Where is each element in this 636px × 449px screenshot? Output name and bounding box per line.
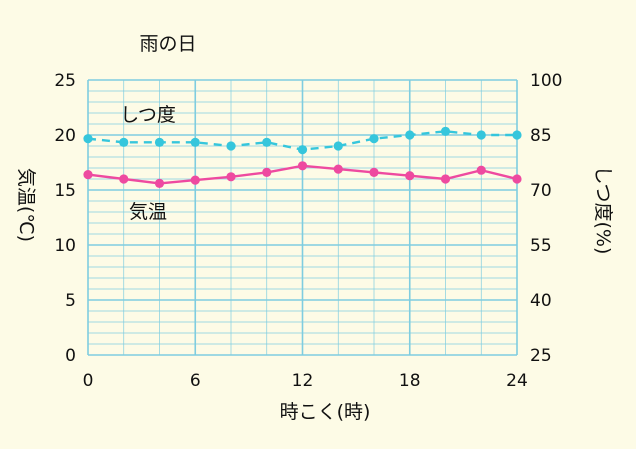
y-tick-label-left: 10	[54, 236, 76, 256]
temperature-point	[262, 167, 272, 177]
tick-labels: 0 6 12 18 24 0 5 10 15 20 25 25 40 55 70 85 100	[54, 71, 562, 391]
grid	[87, 79, 518, 356]
y-tick-label-right: 85	[530, 126, 552, 146]
temperature-point	[476, 165, 486, 175]
y-tick-label-left: 15	[54, 181, 76, 201]
temperature-point	[83, 170, 93, 180]
humidity-point	[154, 137, 165, 147]
y-axis-title-left: 気温(℃)	[15, 168, 37, 242]
x-tick-label: 12	[292, 371, 314, 391]
temperature-point	[154, 178, 165, 188]
humidity-point	[476, 130, 486, 140]
humidity-point	[440, 126, 451, 136]
temperature-point	[297, 161, 308, 171]
y-tick-label-right: 25	[530, 346, 552, 366]
temperature-point	[369, 167, 379, 177]
humidity-point	[369, 134, 379, 144]
y-tick-label-left: 25	[54, 71, 76, 91]
humidity-point	[119, 137, 129, 147]
x-tick-label: 18	[399, 371, 421, 391]
y-tick-label-left: 5	[65, 291, 76, 311]
y-tick-label-right: 70	[530, 181, 552, 201]
y-axis-title-right: しつ度(%)	[592, 166, 614, 255]
temperature-point	[512, 174, 522, 184]
temperature-point	[119, 174, 129, 184]
x-tick-label: 0	[83, 371, 94, 391]
temperature-point	[405, 171, 415, 181]
y-tick-label-right: 100	[530, 71, 562, 91]
y-tick-label-right: 55	[530, 236, 552, 256]
chart-title: 雨の日	[139, 33, 196, 55]
humidity-point	[262, 137, 272, 147]
temperature-point	[226, 172, 236, 182]
temperature-point	[333, 164, 343, 174]
humidity-point	[512, 130, 522, 140]
humidity-point	[297, 145, 308, 155]
humidity-point	[226, 141, 236, 151]
y-tick-label-left: 20	[54, 126, 76, 146]
humidity-point	[333, 141, 343, 151]
x-axis-title: 時こく(時)	[280, 401, 371, 423]
series-label-temperature: 気温	[129, 201, 167, 223]
series-layer	[83, 126, 522, 188]
y-tick-label-left: 0	[65, 346, 76, 366]
series-label-humidity: しつ度	[120, 104, 176, 126]
x-tick-label: 24	[506, 371, 528, 391]
y-tick-label-right: 40	[530, 291, 552, 311]
humidity-point	[405, 130, 415, 140]
humidity-point	[83, 134, 93, 144]
temperature-point	[440, 174, 451, 184]
temperature-point	[190, 175, 200, 185]
humidity-point	[190, 137, 200, 147]
x-tick-label: 6	[190, 371, 201, 391]
